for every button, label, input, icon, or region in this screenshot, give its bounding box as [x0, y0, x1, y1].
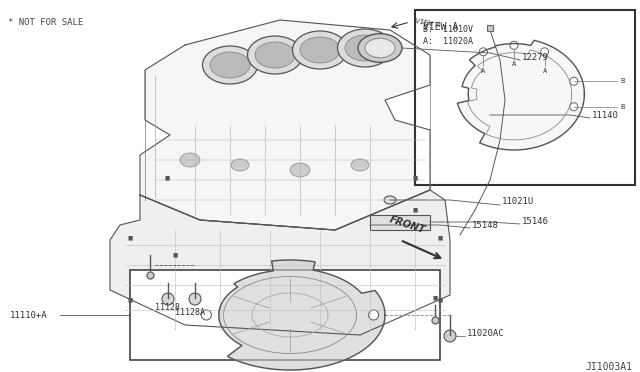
Text: ■: ■: [433, 295, 438, 301]
Ellipse shape: [175, 274, 215, 296]
Text: A: A: [543, 68, 547, 74]
Circle shape: [570, 103, 578, 111]
Text: ■: ■: [172, 253, 178, 257]
Ellipse shape: [202, 46, 257, 84]
Text: VIEW A: VIEW A: [423, 22, 458, 32]
Ellipse shape: [210, 52, 250, 78]
Ellipse shape: [365, 38, 395, 58]
Ellipse shape: [358, 34, 402, 62]
Text: FRONT: FRONT: [388, 214, 426, 235]
Ellipse shape: [235, 279, 275, 301]
Ellipse shape: [300, 37, 340, 63]
Text: ■: ■: [412, 208, 418, 212]
Circle shape: [202, 310, 211, 320]
Text: ■: ■: [164, 176, 170, 180]
Ellipse shape: [384, 196, 396, 204]
Ellipse shape: [180, 153, 200, 167]
Ellipse shape: [231, 159, 249, 171]
Text: A: A: [481, 68, 486, 74]
Text: ■: ■: [127, 298, 132, 302]
Text: A:  11020A: A: 11020A: [423, 37, 473, 46]
Circle shape: [479, 48, 488, 56]
Polygon shape: [458, 40, 584, 150]
Text: 11140: 11140: [592, 110, 619, 119]
Text: ■: ■: [437, 298, 443, 302]
Ellipse shape: [351, 159, 369, 171]
Text: B: B: [620, 104, 624, 110]
Circle shape: [189, 293, 201, 305]
Text: 11128: 11128: [156, 303, 180, 312]
Circle shape: [444, 330, 456, 342]
Text: 11128A: 11128A: [175, 308, 205, 317]
Ellipse shape: [337, 29, 392, 67]
Ellipse shape: [355, 274, 395, 296]
Bar: [130, 270, 440, 360]
Text: JI1003A1: JI1003A1: [585, 362, 632, 372]
Ellipse shape: [292, 31, 348, 69]
Circle shape: [510, 41, 518, 49]
Text: A: A: [512, 61, 516, 67]
Text: VIEW A: VIEW A: [415, 18, 441, 28]
Circle shape: [162, 293, 174, 305]
Polygon shape: [140, 20, 430, 230]
Text: B: B: [620, 78, 624, 84]
Text: ■: ■: [412, 176, 418, 180]
Text: B:  11010V: B: 11010V: [423, 25, 473, 34]
Bar: [415, 10, 635, 185]
Text: 12279: 12279: [522, 54, 549, 62]
Ellipse shape: [345, 35, 385, 61]
Text: ■: ■: [127, 235, 132, 241]
Text: * NOT FOR SALE: * NOT FOR SALE: [8, 18, 83, 27]
Polygon shape: [219, 260, 385, 370]
Circle shape: [541, 48, 548, 56]
Text: 11020AC: 11020AC: [467, 330, 504, 339]
Bar: [370, 215, 430, 230]
Polygon shape: [110, 190, 450, 335]
Ellipse shape: [295, 279, 335, 301]
Text: ■: ■: [437, 235, 443, 241]
Text: 15146: 15146: [522, 218, 549, 227]
Ellipse shape: [255, 42, 295, 68]
Circle shape: [570, 77, 578, 85]
Ellipse shape: [290, 163, 310, 177]
Text: 15148: 15148: [472, 221, 499, 231]
Text: 11021U: 11021U: [502, 198, 534, 206]
Circle shape: [369, 310, 379, 320]
Text: 11110+A: 11110+A: [10, 311, 47, 320]
Ellipse shape: [248, 36, 303, 74]
